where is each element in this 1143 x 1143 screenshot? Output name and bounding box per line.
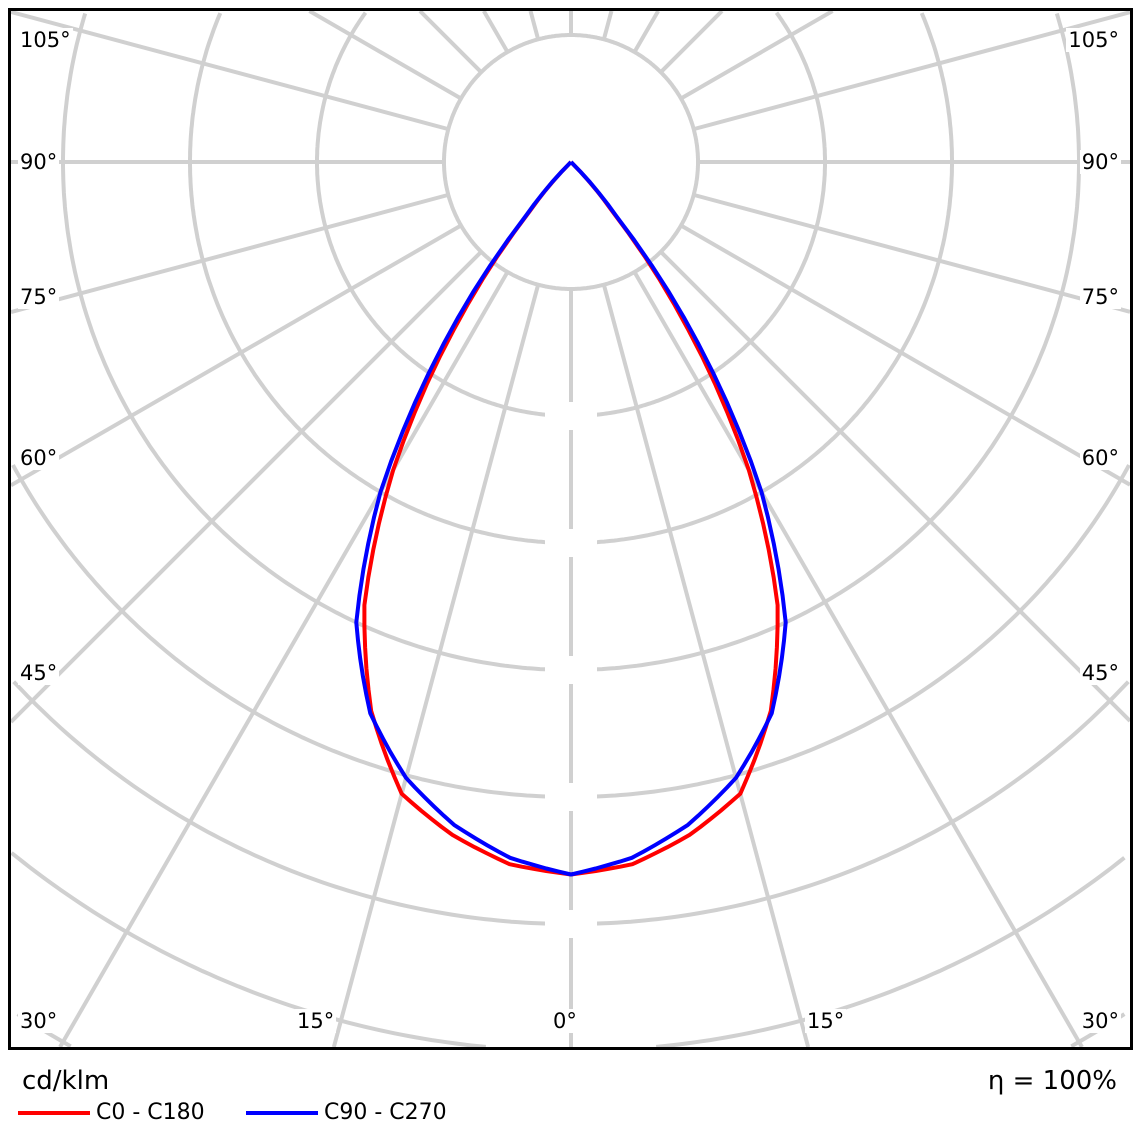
grid-spoke [632, 270, 1084, 1047]
grid-spoke [58, 270, 510, 1047]
ring-label-mask [545, 402, 597, 430]
grid-spoke [308, 11, 463, 101]
polar-plot-area [8, 8, 1133, 1050]
grid-ring [655, 856, 1126, 1047]
grid-ring [61, 12, 571, 672]
grid-ring [315, 11, 571, 418]
tick-label-left: 60° [18, 446, 60, 470]
tick-label-left: 75° [18, 285, 60, 309]
grid-ring [11, 851, 487, 1047]
grid-spoke [11, 11, 449, 132]
grid-spoke [11, 192, 449, 314]
ring-label-mask [545, 910, 597, 938]
grid-spoke [11, 223, 463, 488]
tick-label-bottom: 15° [295, 1009, 337, 1033]
legend-label: C0 - C180 [96, 1100, 205, 1125]
grid-spoke [601, 11, 614, 40]
grid-ring [571, 11, 827, 418]
grid-ring [11, 464, 571, 799]
legend-swatch-red [18, 1111, 90, 1115]
tick-label-bottom: 0° [551, 1009, 579, 1033]
tick-label-bottom: 15° [805, 1009, 847, 1033]
ring-label-mask [545, 783, 597, 811]
legend-item-c90-c270: C90 - C270 [246, 1100, 447, 1126]
tick-label-left: 90° [18, 150, 60, 174]
tick-label-left: 30° [18, 1009, 60, 1033]
tick-label-right: 90° [1079, 150, 1121, 174]
polar-chart [11, 11, 1130, 1047]
grid-ring [571, 12, 954, 545]
grid-spoke [601, 284, 811, 1047]
grid-spoke [659, 11, 724, 74]
tick-label-left: 105° [18, 28, 73, 52]
tick-label-right: 45° [1079, 661, 1121, 685]
efficiency-label: η = 100% [987, 1066, 1117, 1096]
grid-spoke [482, 11, 510, 54]
ring-label-mask [545, 529, 597, 557]
grid-spoke [693, 192, 1130, 314]
curve-c90-c270 [354, 160, 788, 877]
units-label: cd/klm [22, 1066, 110, 1096]
grid-spoke [679, 223, 1130, 487]
tick-label-left: 45° [18, 661, 60, 685]
grid-spoke [11, 250, 483, 724]
grid-spoke [679, 11, 834, 101]
grid-spoke [418, 11, 483, 74]
tick-label-right: 60° [1079, 446, 1121, 470]
tick-label-right: 75° [1079, 285, 1121, 309]
tick-label-right: 105° [1066, 28, 1121, 52]
grid-spoke [331, 284, 541, 1047]
grid-spoke [693, 11, 1130, 132]
legend-swatch-blue [246, 1111, 318, 1115]
grid-spoke [659, 250, 1130, 723]
grid-ring [188, 12, 571, 545]
grid-ring [571, 680, 1130, 926]
legend-label: C90 - C270 [324, 1100, 447, 1125]
ring-label-mask [545, 656, 597, 684]
tick-label-right: 30° [1079, 1009, 1121, 1033]
grid-ring [571, 12, 1081, 672]
legend-item-c0-c180: C0 - C180 [18, 1100, 205, 1126]
grid-spoke [528, 11, 541, 40]
grid-ring [12, 680, 571, 926]
grid-spoke [632, 11, 660, 54]
grid-ring [571, 464, 1130, 799]
